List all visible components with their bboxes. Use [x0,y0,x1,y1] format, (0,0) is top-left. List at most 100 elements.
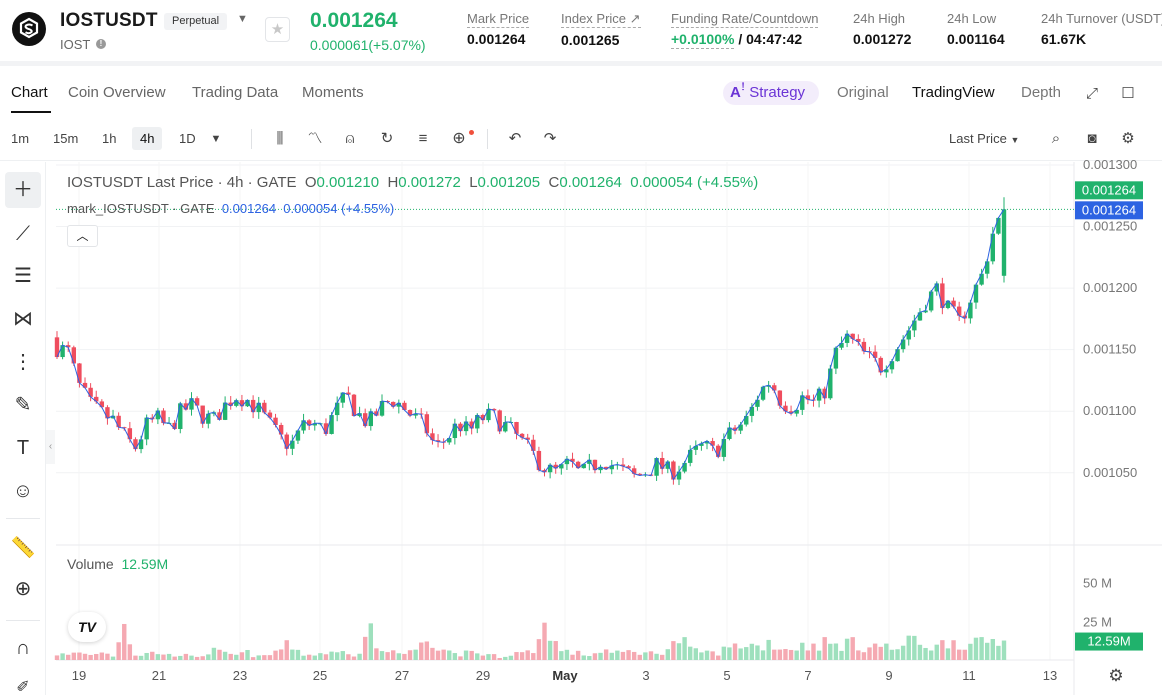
candle [458,422,463,437]
strategy-button[interactable]: Aꜝ Strategy [723,81,819,105]
replay-icon[interactable]: ↻ [380,130,394,147]
candle [66,341,71,352]
time-tick-label: May [552,668,578,683]
volume-bar [895,649,900,660]
volume-bar [334,652,340,660]
view-tradingview[interactable]: TradingView [912,84,995,101]
time-tick-label: 19 [72,668,86,683]
volume-bar [480,655,486,660]
volume-bar [671,641,676,660]
active-tab-indicator [11,111,51,113]
collapse-sidebar-button[interactable]: ‹ [46,430,55,464]
crosshair-icon[interactable]: ＋ [5,172,41,208]
camera-icon[interactable]: ◙ [1087,130,1097,147]
timeframe-1m[interactable]: 1m [11,131,30,146]
timeframe-1h[interactable]: 1h [102,131,117,146]
volume-bar [497,658,502,660]
volume-bar [553,641,558,660]
chevron-down-icon[interactable]: ▼ [237,13,248,25]
alert-icon[interactable]: ⍝ [345,130,355,147]
stat-24h-turnover: 24h Turnover (USDT) 61.67K [1041,11,1162,47]
ruler-icon[interactable]: 📏 [10,537,36,559]
chart-toolbar: 1m 15m 1h 4h 1D ▼ ⫼ 〽 ⍝ ↻ ≡ ⊕ ↶ ↷ Last P… [0,117,1162,161]
volume-bar [850,637,855,660]
price-source-select[interactable]: Last Price ▼ [949,131,1020,146]
volume-bar [402,653,407,660]
candle [469,418,474,435]
chart-settings-icon[interactable]: ⚙ [1108,666,1124,685]
candle [357,406,362,418]
template-icon[interactable]: ≡ [418,130,428,147]
view-original[interactable]: Original [837,84,889,101]
volume-bar [716,655,721,660]
volume-bar [564,649,570,660]
candle [867,346,872,359]
gear-icon[interactable]: ⚙ [1121,130,1135,147]
drawing-tools-sidebar: ＋ ⟋ ☰ ⋈ ⋮ ✎ T ☺ 📏 ⊕ ∩ ✐ [0,162,46,695]
fib-icon[interactable]: ⋮ [13,351,33,373]
volume-bar [912,635,917,660]
candle [82,377,88,389]
horizontal-lines-icon[interactable]: ☰ [14,265,32,287]
mark-legend: mark_IOSTUSDT · GATE 0.001264 0.000054 (… [67,201,394,216]
volume-bar [654,653,659,660]
brush-icon[interactable]: ✎ [14,394,32,416]
volume-bar [620,651,626,660]
window-icon[interactable]: ☐ [1121,85,1135,102]
collapse-legend-button[interactable]: ︿ [67,225,98,247]
candle [340,392,345,408]
time-tick-label: 27 [395,668,409,683]
volume-tick-label: 25 M [1083,614,1112,629]
volume-bar [133,655,138,660]
tab-coin-overview[interactable]: Coin Overview [68,84,166,101]
candle-type-icon[interactable]: ⫼ [276,130,284,147]
add-plugin-icon[interactable]: ⊕ [452,130,466,147]
text-icon[interactable]: T [16,437,30,459]
symbol-name[interactable]: IOSTUSDT [60,10,158,31]
pattern-icon[interactable]: ⋈ [13,308,33,330]
base-asset-name: IOST [60,37,91,52]
volume-bar [447,650,452,660]
svg-text:0.001264: 0.001264 [1082,182,1136,197]
candle [379,394,385,417]
timeframe-1d[interactable]: 1D [179,131,196,146]
volume-bar [928,650,934,660]
lock-drawing-icon[interactable]: ✐ [16,679,30,695]
volume-bar [587,656,592,660]
chevron-down-icon[interactable]: ▼ [210,133,222,145]
emoji-icon[interactable]: ☺ [12,480,34,502]
indicators-icon[interactable]: 〽 [307,130,323,147]
magnet-icon[interactable]: ∩ [15,637,31,659]
stat-index-price[interactable]: Index Price ↗ 0.001265 [561,11,641,48]
volume-bar [110,656,116,660]
info-icon[interactable]: ! [96,39,106,49]
view-depth[interactable]: Depth [1021,84,1062,101]
zoom-in-icon[interactable]: ⊕ [14,578,32,600]
candles [54,197,1007,486]
contract-type-badge: Perpetual [164,13,228,30]
timeframe-4h[interactable]: 4h [132,127,163,150]
trend-line-icon[interactable]: ⟋ [16,223,30,245]
mark-legend-label: mark_IOSTUSDT · GATE [67,201,215,216]
price-change: 0.000061(+5.07%) [310,37,426,53]
volume-bar [643,652,648,660]
last-price-tag: 0.001264 [1075,181,1143,200]
volume-bar [788,649,794,660]
search-icon[interactable]: ⌕ [1051,130,1061,147]
expand-icon[interactable]: ⤢ [1085,85,1098,102]
timeframe-15m[interactable]: 15m [53,131,79,146]
undo-icon[interactable]: ↶ [508,130,522,147]
mark-price-tag: 0.001264 [1075,201,1143,220]
tab-chart[interactable]: Chart [11,84,48,101]
favorite-star-icon[interactable]: ★ [265,17,290,42]
tab-moments[interactable]: Moments [302,84,364,101]
redo-icon[interactable]: ↷ [543,130,557,147]
candle [928,289,934,313]
price-tags: 0.001264 0.001264 12.59M [1075,181,1143,651]
volume-bar [542,622,547,660]
volume-bar [889,649,895,660]
tab-trading-data[interactable]: Trading Data [192,84,279,101]
last-price: 0.001264 [310,9,398,32]
legend-high: 0.001272 [398,174,461,191]
